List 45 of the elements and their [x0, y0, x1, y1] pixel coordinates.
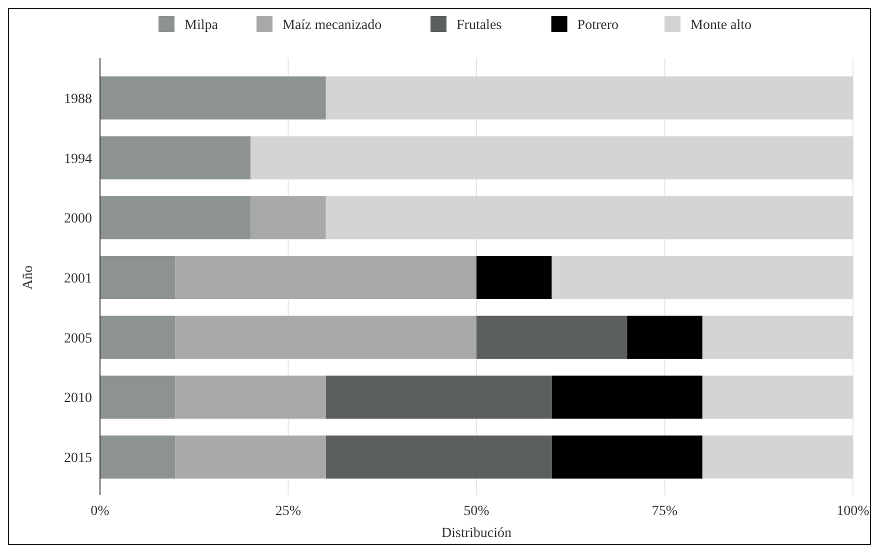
legend-label: Maíz mecanizado [282, 18, 382, 33]
bar [326, 196, 853, 240]
bar [326, 436, 552, 479]
bar [175, 376, 326, 419]
bar [552, 376, 702, 419]
bar [175, 436, 326, 479]
y-tick-label: 1994 [64, 152, 92, 167]
bar [250, 136, 853, 180]
bar [100, 136, 251, 180]
x-tick-label: 50% [464, 504, 490, 519]
bar [552, 256, 853, 300]
bar [250, 196, 326, 240]
bar [175, 316, 476, 359]
y-tick-label: 2005 [64, 331, 92, 346]
bar [100, 376, 176, 419]
x-tick-label: 0% [90, 504, 110, 519]
x-tick-label: 75% [652, 504, 678, 519]
x-tick-label: 100% [836, 504, 870, 519]
y-tick-label: 2001 [64, 272, 92, 286]
legend-label: Frutales [456, 18, 502, 33]
y-tick-label: 2015 [64, 451, 92, 466]
bar [552, 436, 702, 479]
legend-label: Milpa [184, 18, 219, 33]
y-tick-label: 2010 [64, 391, 92, 406]
bar [476, 316, 628, 359]
bar [627, 316, 702, 359]
bar [702, 316, 853, 359]
bar [702, 436, 853, 479]
bar [175, 256, 476, 300]
x-tick-label: 25% [275, 504, 302, 519]
x-axis-title: Distribución [442, 526, 512, 541]
bar [100, 436, 176, 479]
legend-label: Monte alto [690, 18, 752, 33]
y-tick-label: 1988 [64, 92, 92, 107]
y-tick-label: 2000 [64, 212, 92, 227]
bar [100, 76, 326, 120]
bar [326, 76, 853, 120]
y-axis-title: Año [21, 265, 36, 290]
bar [702, 376, 853, 419]
legend-label: Potrero [577, 18, 619, 33]
bar [100, 256, 176, 300]
bar [476, 256, 552, 300]
bar [326, 376, 552, 419]
bar [100, 316, 176, 359]
bar [100, 196, 251, 240]
